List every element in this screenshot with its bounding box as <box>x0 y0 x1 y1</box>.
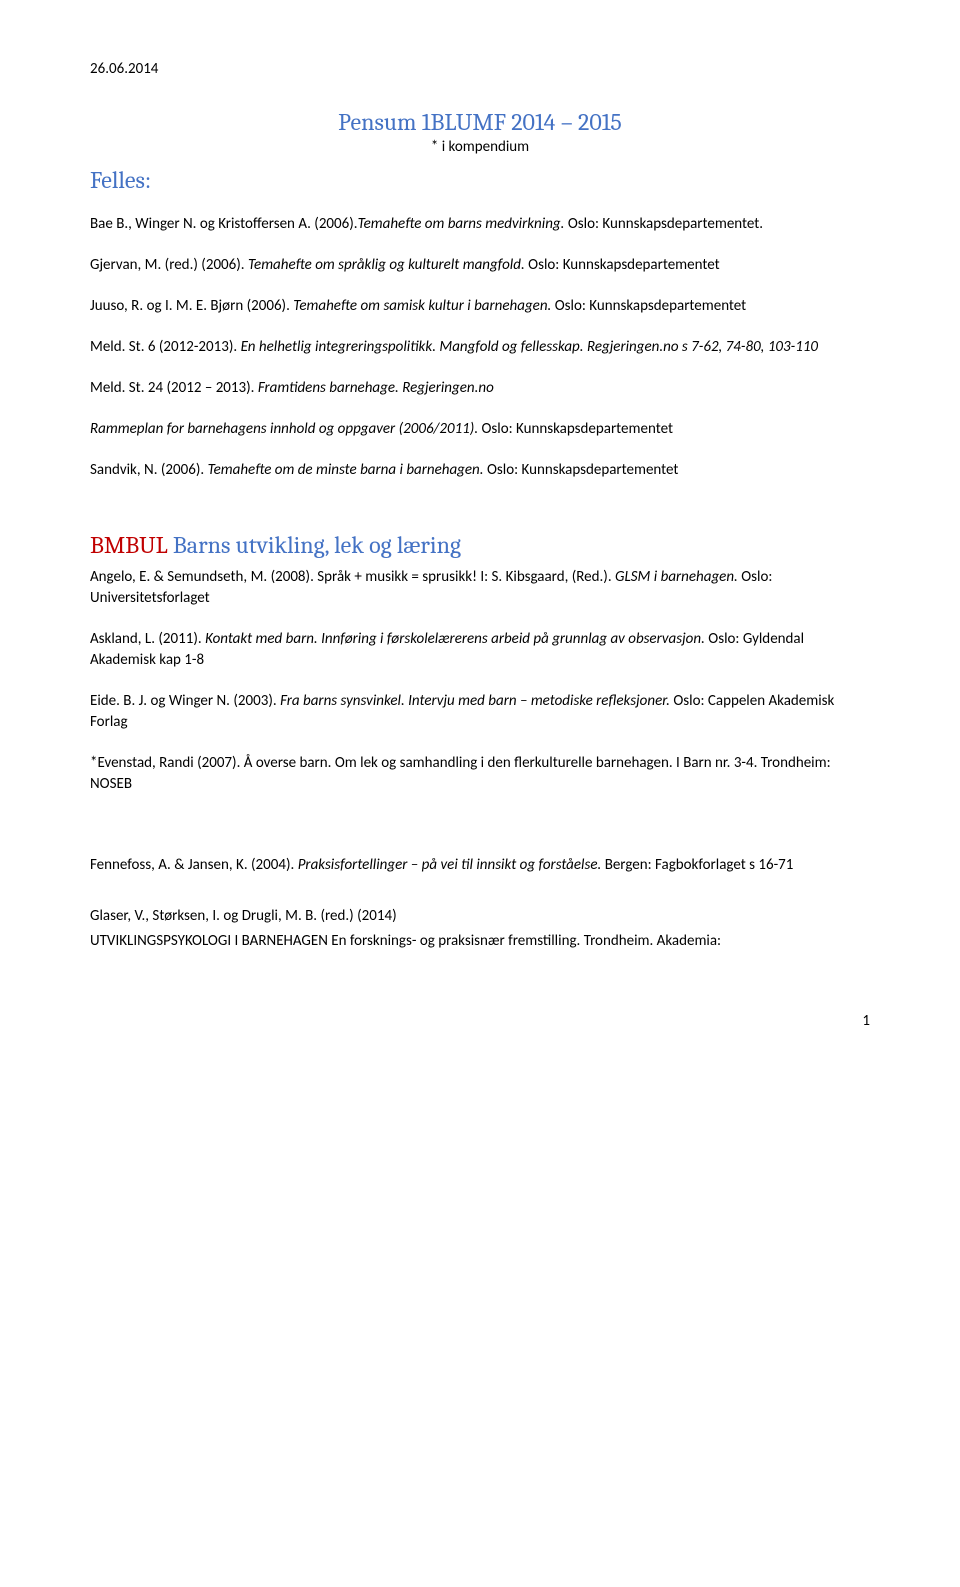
document-subtitle: * i kompendium <box>90 138 870 156</box>
reference-entry: Angelo, E. & Semundseth, M. (2008). Språ… <box>90 567 870 609</box>
reference-text: Eide. B. J. og Winger N. (2003). <box>90 692 280 710</box>
section-heading-felles: Felles: <box>90 166 870 194</box>
reference-italic: Temahefte om samisk kultur i barnehagen. <box>293 297 554 315</box>
reference-text: Bae B., Winger N. og Kristoffersen A. (2… <box>90 215 358 233</box>
reference-italic: Fra barns synsvinkel. Intervju med barn … <box>280 692 673 710</box>
reference-text: Oslo: Kunnskapsdepartementet <box>482 420 673 438</box>
reference-entry: Glaser, V., Størksen, I. og Drugli, M. B… <box>90 906 870 927</box>
reference-italic: Framtidens barnehage. Regjeringen.no <box>258 379 494 397</box>
reference-text: Sandvik, N. (2006). <box>90 461 208 479</box>
reference-text: Oslo: Kunnskapsdepartementet <box>555 297 746 315</box>
reference-italic: Temahefte om språklig og kulturelt mangf… <box>248 256 528 274</box>
reference-italic: Kontakt med barn. Innføring i førskolelæ… <box>205 630 708 648</box>
document-title: Pensum 1BLUMF 2014 – 2015 <box>90 108 870 136</box>
reference-entry: Eide. B. J. og Winger N. (2003). Fra bar… <box>90 691 870 733</box>
reference-text: Meld. St. 6 (2012-2013). <box>90 338 241 356</box>
reference-text: Angelo, E. & Semundseth, M. (2008). Språ… <box>90 568 615 586</box>
reference-entry: Askland, L. (2011). Kontakt med barn. In… <box>90 629 870 671</box>
reference-italic: Rammeplan for barnehagens innhold og opp… <box>90 420 482 438</box>
reference-text: Askland, L. (2011). <box>90 630 205 648</box>
reference-italic: En helhetlig integreringspolitikk. Mangf… <box>241 338 818 356</box>
reference-entry: Bae B., Winger N. og Kristoffersen A. (2… <box>90 214 870 235</box>
reference-entry: Gjervan, M. (red.) (2006). Temahefte om … <box>90 255 870 276</box>
reference-entry: Rammeplan for barnehagens innhold og opp… <box>90 419 870 440</box>
reference-entry: Juuso, R. og I. M. E. Bjørn (2006). Tema… <box>90 296 870 317</box>
reference-italic: Praksisfortellinger – på vei til innsikt… <box>298 856 605 874</box>
reference-entry: UTVIKLINGSPSYKOLOGI I BARNEHAGEN En fors… <box>90 931 870 952</box>
reference-entry: Fennefoss, A. & Jansen, K. (2004). Praks… <box>90 855 870 876</box>
reference-entry: Sandvik, N. (2006). Temahefte om de mins… <box>90 460 870 481</box>
reference-text: Meld. St. 24 (2012 – 2013). <box>90 379 258 397</box>
section-red: BMBUL <box>90 531 168 559</box>
reference-italic: GLSM i barnehagen. <box>615 568 741 586</box>
reference-text: Glaser, V., Størksen, I. og Drugli, M. B… <box>90 907 397 925</box>
reference-text: *Evenstad, Randi (2007). Å overse barn. … <box>90 754 831 793</box>
reference-entry: Meld. St. 6 (2012-2013). En helhetlig in… <box>90 337 870 358</box>
reference-entry: Meld. St. 24 (2012 – 2013). Framtidens b… <box>90 378 870 399</box>
section-heading-bmbul: BMBUL Barns utvikling, lek og læring <box>90 531 870 559</box>
page-number: 1 <box>90 1012 870 1030</box>
reference-italic: Temahefte om barns medvirkning. <box>358 215 568 233</box>
reference-text: Oslo: Kunnskapsdepartementet <box>487 461 678 479</box>
reference-text: Juuso, R. og I. M. E. Bjørn (2006). <box>90 297 293 315</box>
reference-text: UTVIKLINGSPSYKOLOGI I BARNEHAGEN En fors… <box>90 932 721 950</box>
reference-text: Bergen: Fagbokforlaget s 16-71 <box>605 856 794 874</box>
reference-text: Gjervan, M. (red.) (2006). <box>90 256 248 274</box>
section-blue: Barns utvikling, lek og læring <box>168 531 461 559</box>
reference-text: Oslo: Kunnskapsdepartementet <box>528 256 719 274</box>
reference-italic: Temahefte om de minste barna i barnehage… <box>208 461 487 479</box>
document-date: 26.06.2014 <box>90 60 870 78</box>
reference-entry: *Evenstad, Randi (2007). Å overse barn. … <box>90 753 870 795</box>
reference-text: Fennefoss, A. & Jansen, K. (2004). <box>90 856 298 874</box>
reference-text: Oslo: Kunnskapsdepartementet. <box>568 215 763 233</box>
